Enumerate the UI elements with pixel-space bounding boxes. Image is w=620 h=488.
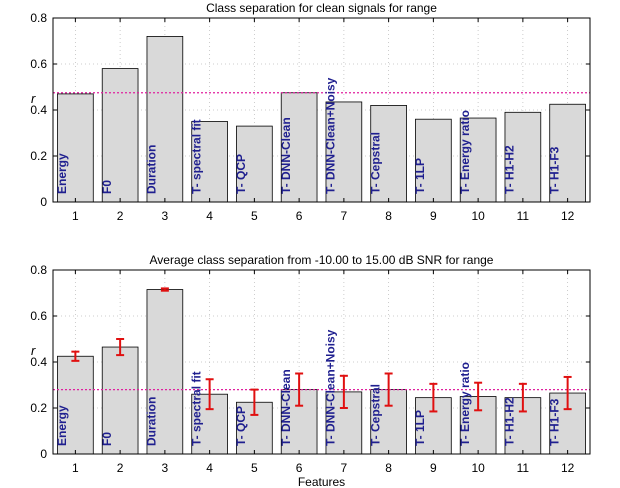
x-tick-label: 1 [72,461,79,475]
bar-label: Energy [55,405,69,446]
bar-label: F0 [100,180,114,194]
y-axis-label: r [31,343,36,358]
bar [370,105,407,203]
x-tick-label: 1 [72,209,79,223]
x-tick-label: 4 [206,209,213,223]
x-tick-label: 9 [430,209,437,223]
bar-label: T- H1-H2 [503,145,517,194]
bar-label: T- DNN-Clean [279,117,293,194]
bar-label: T- Energy ratio [458,110,472,194]
bar-label: T- Cepstral [368,132,382,194]
bar-label: T- spectral fit [189,119,203,194]
x-tick-label: 5 [251,209,258,223]
x-tick-label: 8 [385,461,392,475]
bar [101,68,139,203]
bar-label: T- H1-H2 [503,397,517,446]
y-tick-label: 0.4 [30,103,47,117]
x-tick-label: 6 [296,461,303,475]
bar-label: T- spectral fit [189,371,203,446]
x-tick-label: 2 [117,461,124,475]
chart-title: Average class separation from -10.00 to … [150,253,494,267]
chart-top-clean-signals: Energy F0 Duration T- spectral fit T- QCP T- … [30,1,591,223]
bar [191,121,228,203]
bar-label: T- DNN-Clean+Noisy [324,329,338,446]
x-tick-label: 10 [471,209,485,223]
y-tick-label: 0.8 [30,263,47,277]
bar-label: T- H1-F3 [547,398,561,446]
bar-label: T- 1LP [413,158,427,194]
y-tick-label: 0.2 [30,401,47,415]
bar [549,103,586,203]
x-tick-label: 8 [385,209,392,223]
bar-label: Duration [145,145,159,194]
x-tick-label: 7 [341,461,348,475]
chart-title: Class separation for clean signals for r… [206,1,437,15]
y-tick-label: 0.6 [30,309,47,323]
x-tick-label: 2 [117,209,124,223]
bar-label: T- 1LP [413,410,427,446]
x-tick-label: 12 [561,461,575,475]
x-tick-label: 10 [471,461,485,475]
bar-label: Duration [145,397,159,446]
y-tick-label: 0.2 [30,149,47,163]
bar [504,111,542,203]
x-tick-label: 9 [430,461,437,475]
x-tick-label: 11 [517,209,530,223]
x-tick-label: 7 [341,209,348,223]
x-tick-label: 3 [162,461,169,475]
bar-label: Energy [55,153,69,194]
bar-label: T- H1-F3 [547,146,561,194]
bar [280,92,318,203]
bar-label: T- DNN-Clean+Noisy [324,77,338,194]
bar-label: T- Energy ratio [458,362,472,446]
bar [146,289,184,455]
y-tick-label: 0.8 [30,11,47,25]
bar-label: T- Cepstral [368,384,382,446]
bar [146,36,184,203]
y-axis-label: r [31,91,36,106]
x-tick-label: 11 [517,461,530,475]
bar-label: T- QCP [234,154,248,194]
y-tick-label: 0 [40,195,47,209]
x-tick-label: 6 [296,209,303,223]
chart-bottom-average-snr: Energy F0 Duration T- spectral fit T- QCP T- … [30,253,591,488]
bar-label: T- DNN-Clean [279,369,293,446]
y-tick-label: 0.4 [30,355,47,369]
x-tick-label: 4 [206,461,213,475]
x-tick-label: 12 [561,209,575,223]
bar-label: T- QCP [234,406,248,446]
bar-label: F0 [100,432,114,446]
x-axis-label: Features [298,475,345,488]
x-tick-label: 5 [251,461,258,475]
bar [57,93,94,203]
y-tick-label: 0 [40,447,47,461]
y-tick-label: 0.6 [30,57,47,71]
bar [459,117,497,203]
bar [325,101,363,203]
bar [101,346,139,455]
bar [236,125,273,203]
x-tick-label: 3 [162,209,169,223]
